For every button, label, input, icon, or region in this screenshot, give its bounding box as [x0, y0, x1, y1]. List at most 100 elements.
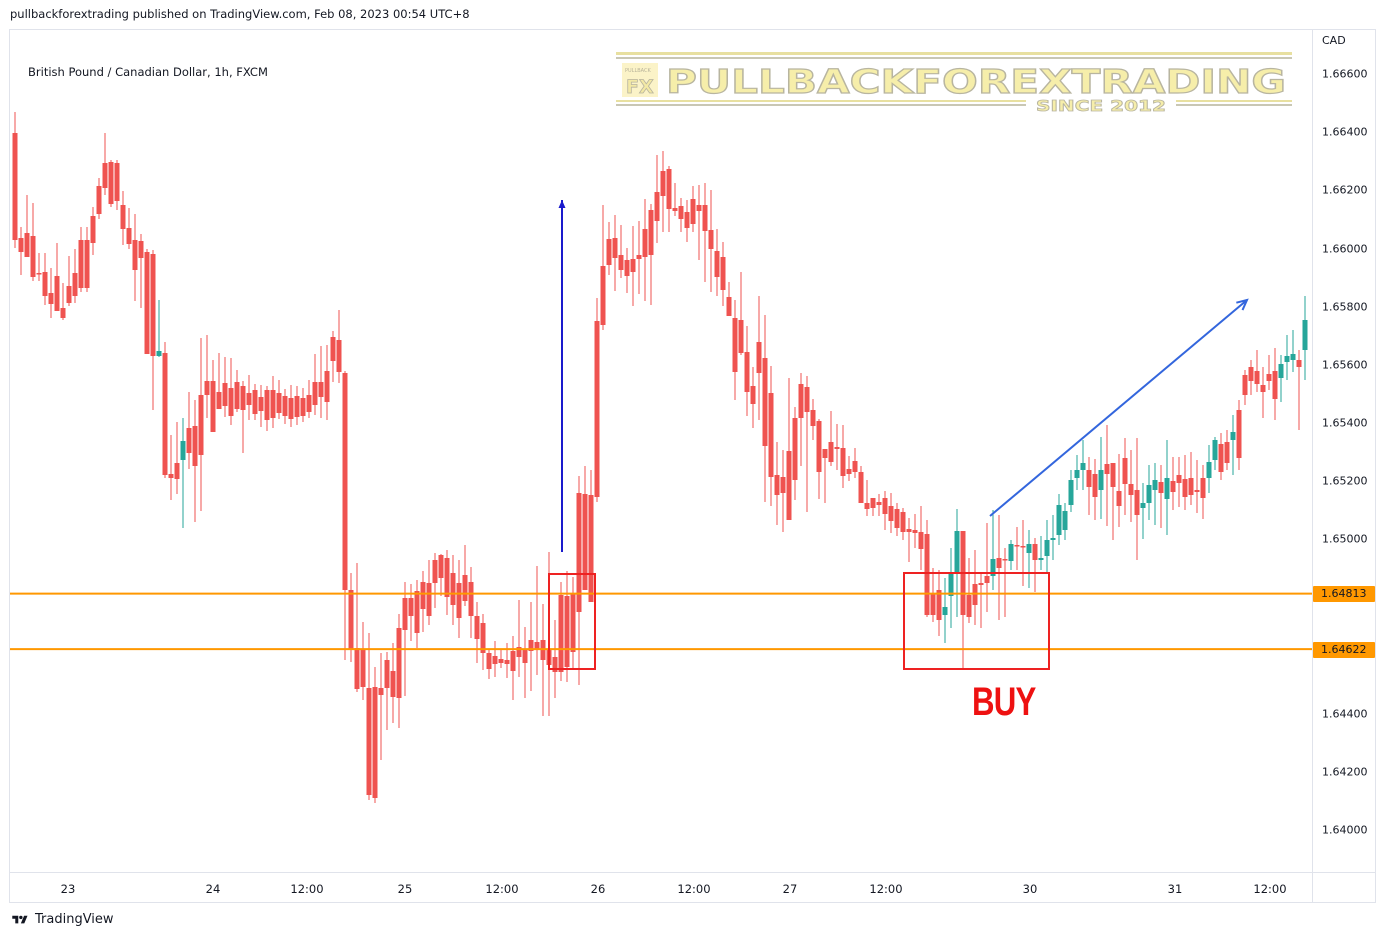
candle	[384, 660, 390, 688]
price-tick-label: 1.66600	[1322, 67, 1368, 81]
candle	[606, 239, 612, 265]
candle	[1002, 559, 1008, 561]
candle	[660, 171, 666, 196]
candle	[642, 229, 648, 257]
candle	[90, 216, 96, 243]
symbol-legend: British Pound / Canadian Dollar, 1h, FXC…	[28, 65, 268, 79]
arrow-annotation[interactable]	[989, 299, 1248, 517]
candle	[582, 494, 588, 590]
candle	[714, 251, 720, 277]
candle	[1164, 478, 1170, 499]
time-axis[interactable]: 23 24 12:00 25 12:00 26 12:00 27 12:00 30 31 12:00	[10, 872, 1312, 902]
candle	[1302, 320, 1308, 350]
candle	[252, 390, 258, 414]
candle	[618, 255, 624, 270]
candle	[1278, 364, 1284, 378]
candle	[204, 381, 210, 395]
candle	[780, 477, 786, 493]
candle	[498, 659, 504, 663]
candle	[756, 342, 762, 373]
candle	[1254, 371, 1260, 384]
candle	[648, 210, 654, 255]
candle	[1218, 444, 1224, 472]
axis-corner	[1312, 872, 1375, 902]
candle	[1014, 545, 1020, 547]
candle	[738, 320, 744, 353]
candle	[798, 384, 804, 418]
candle	[924, 534, 930, 615]
candle	[1182, 479, 1188, 497]
time-tick-label: 12:00	[485, 882, 519, 896]
candle	[1092, 474, 1098, 497]
candle	[1206, 462, 1212, 478]
candle	[54, 276, 60, 311]
candle	[132, 240, 138, 270]
candle	[72, 273, 78, 296]
candle	[450, 573, 456, 605]
zone-rectangle[interactable]	[548, 573, 596, 670]
candle	[114, 163, 120, 201]
candle	[1062, 511, 1068, 530]
candle	[666, 169, 672, 209]
chart-plot-area[interactable]: British Pound / Canadian Dollar, 1h, FXC…	[10, 30, 1312, 872]
price-axis[interactable]: CAD 1.66600 1.66400 1.66200 1.66000 1.65800 1…	[1312, 30, 1375, 872]
candlestick-chart	[10, 112, 1312, 803]
candle	[360, 650, 366, 687]
candle	[552, 657, 558, 672]
candle	[1188, 478, 1194, 495]
candle	[198, 395, 204, 455]
candle	[408, 598, 414, 616]
time-tick-label: 12:00	[869, 882, 903, 896]
candle	[336, 340, 342, 372]
svg-text:FX: FX	[626, 76, 654, 98]
candle	[1116, 491, 1122, 506]
candle	[996, 558, 1002, 568]
candle	[378, 688, 384, 695]
time-tick-label: 12:00	[677, 882, 711, 896]
candle	[102, 163, 108, 188]
candle	[720, 257, 726, 290]
candle	[654, 192, 660, 221]
candle	[174, 463, 180, 479]
candle	[858, 472, 864, 503]
candle	[1146, 485, 1152, 503]
tradingview-footer[interactable]: TradingView	[10, 912, 114, 927]
pullbackforextrading-watermark: PULLBACK FX PULLBACKFOREXTRADING SINCE 2…	[616, 50, 1292, 115]
price-tick-label: 1.65200	[1322, 474, 1368, 488]
price-tick-label: 1.64200	[1322, 765, 1368, 779]
candle	[672, 208, 678, 211]
arrowhead-icon	[1236, 298, 1249, 311]
candle	[1110, 463, 1116, 487]
candle	[1122, 458, 1128, 484]
candle	[108, 162, 114, 204]
candle	[1200, 478, 1206, 498]
candle	[1260, 385, 1266, 392]
candle	[282, 396, 288, 416]
candle	[150, 254, 156, 356]
candle	[984, 576, 990, 583]
candle	[912, 530, 918, 533]
price-tick-label: 1.66200	[1322, 183, 1368, 197]
candle	[588, 495, 594, 602]
candle	[1176, 475, 1182, 483]
candle	[168, 474, 174, 478]
candle	[318, 382, 324, 397]
candle	[468, 582, 474, 616]
candle	[36, 273, 42, 275]
candle	[480, 623, 486, 653]
candle	[906, 529, 912, 532]
candle	[192, 426, 198, 466]
candle	[402, 598, 408, 630]
candle	[1140, 503, 1146, 508]
currency-label: CAD	[1322, 34, 1346, 47]
candle	[270, 390, 276, 418]
candle	[486, 653, 492, 669]
candle	[768, 393, 774, 477]
candle	[804, 387, 810, 412]
candle	[48, 293, 54, 304]
candle	[342, 373, 348, 590]
candle	[1224, 442, 1230, 463]
candle	[1194, 490, 1200, 492]
candle	[396, 628, 402, 698]
zone-rectangle[interactable]	[903, 572, 1050, 670]
